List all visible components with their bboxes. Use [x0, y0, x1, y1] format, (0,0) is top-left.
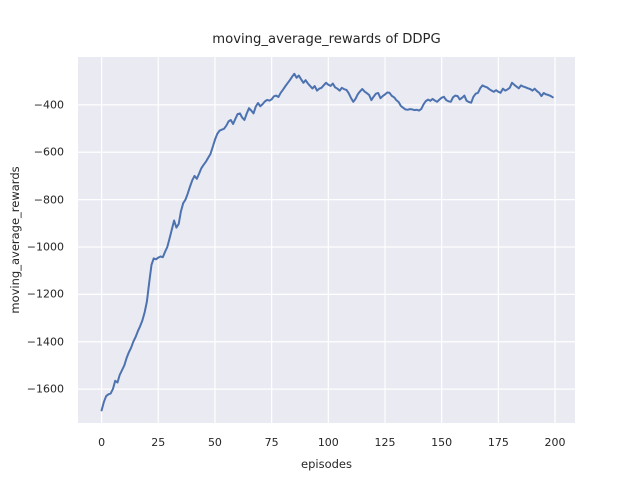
y-tick-label: −600 [33, 145, 64, 159]
y-tick-label: −1400 [26, 335, 64, 349]
y-axis-label: moving_average_rewards [8, 166, 22, 314]
chart-title: moving_average_rewards of DDPG [212, 32, 441, 47]
x-tick-label: 200 [544, 436, 566, 449]
line-chart-svg [78, 57, 575, 423]
y-tick-label: −1200 [26, 287, 64, 301]
y-tick-label: −800 [33, 193, 64, 207]
x-tick-label: 75 [264, 436, 279, 449]
x-tick-label: 0 [98, 436, 106, 449]
x-tick-label: 100 [317, 436, 339, 449]
x-tick-label: 125 [374, 436, 396, 449]
y-tick-label: −1000 [26, 240, 64, 254]
y-tick-label: −1600 [26, 382, 64, 396]
x-tick-label: 50 [207, 436, 222, 449]
x-tick-label: 25 [151, 436, 166, 449]
y-tick-label: −400 [33, 98, 64, 112]
plot-area [78, 57, 575, 423]
x-axis-label: episodes [301, 457, 352, 471]
x-tick-label: 175 [487, 436, 509, 449]
x-tick-label: 150 [431, 436, 453, 449]
